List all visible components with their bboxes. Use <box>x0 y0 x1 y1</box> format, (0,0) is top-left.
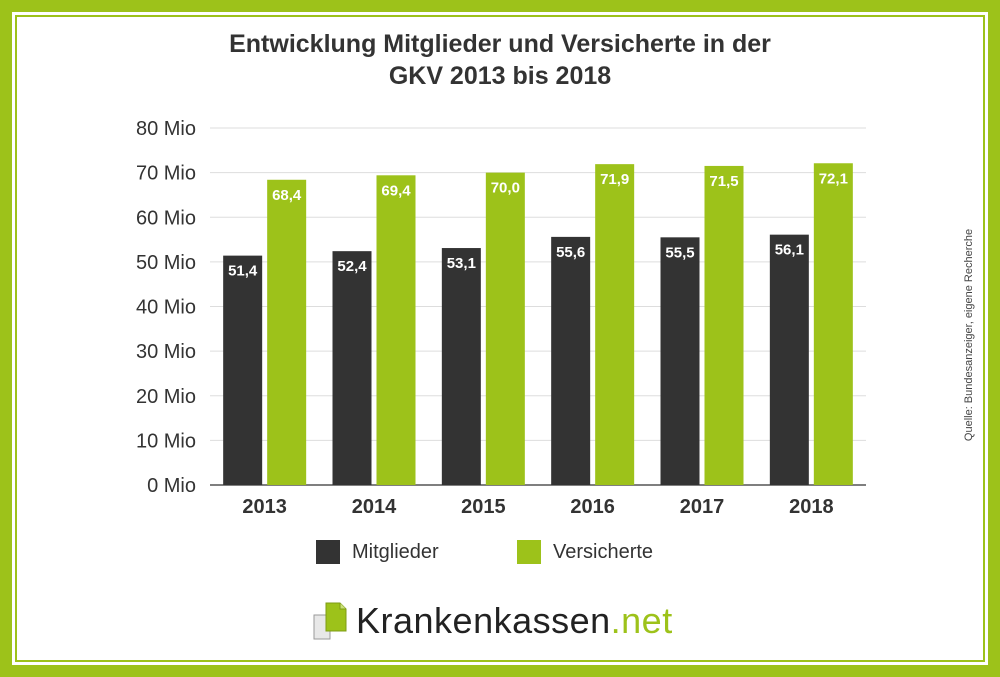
y-tick-label: 70 Mio <box>136 163 196 185</box>
data-label: 52,4 <box>337 258 367 275</box>
data-label: 55,5 <box>665 244 694 261</box>
x-tick-label: 2016 <box>570 496 615 518</box>
bar-versicherte <box>595 164 635 486</box>
data-label: 71,9 <box>600 171 629 188</box>
y-tick-label: 10 Mio <box>136 430 196 452</box>
chart-title-line-2: GKV 2013 bis 2018 <box>388 62 612 90</box>
data-label: 51,4 <box>228 263 258 280</box>
data-label: 53,1 <box>447 255 476 272</box>
brand-name-main: Krankenkassen <box>356 600 611 641</box>
frame-border <box>15 15 985 662</box>
legend-label-versicherte: Versicherte <box>553 540 654 563</box>
bar-versicherte <box>485 172 525 485</box>
legend-swatch-versicherte <box>517 540 541 564</box>
source-note: Quelle: Bundesanzeiger, eigene Recherche <box>963 228 975 442</box>
bar-mitglieder <box>551 236 591 485</box>
bar-mitglieder <box>769 234 809 485</box>
y-tick-label: 80 Mio <box>136 118 196 140</box>
legend-label-mitglieder: Mitglieder <box>352 540 439 563</box>
brand-name: Krankenkassen.net <box>356 600 673 642</box>
x-tick-label: 2014 <box>352 496 397 518</box>
data-label: 71,5 <box>709 173 738 190</box>
bar-mitglieder <box>441 248 481 485</box>
y-tick-label: 20 Mio <box>136 386 196 408</box>
bar-versicherte <box>704 165 744 485</box>
x-tick-label: 2018 <box>789 496 834 518</box>
chart-title: Entwicklung Mitglieder und Versicherte i… <box>0 28 1000 92</box>
data-label: 72,1 <box>819 170 848 187</box>
y-tick-label: 40 Mio <box>136 297 196 319</box>
data-label: 56,1 <box>775 242 804 259</box>
x-tick-label: 2017 <box>680 496 725 518</box>
legend-item-mitglieder: Mitglieder <box>316 540 439 564</box>
y-tick-label: 0 Mio <box>147 475 196 497</box>
data-label: 69,4 <box>381 182 411 199</box>
bar-mitglieder <box>332 251 372 485</box>
chart-title-line-1: Entwicklung Mitglieder und Versicherte i… <box>229 30 771 58</box>
brand-name-suffix: .net <box>610 600 673 641</box>
documents-icon <box>313 602 347 640</box>
data-label: 55,6 <box>556 244 585 261</box>
bar-versicherte <box>376 175 416 486</box>
legend-item-versicherte: Versicherte <box>517 540 653 564</box>
x-tick-label: 2015 <box>461 496 506 518</box>
y-tick-label: 60 Mio <box>136 207 196 229</box>
bar-mitglieder <box>660 237 700 485</box>
y-tick-label: 30 Mio <box>136 341 196 363</box>
bar-versicherte <box>813 163 853 485</box>
data-label: 70,0 <box>491 180 520 197</box>
x-tick-label: 2013 <box>242 496 287 518</box>
data-label: 68,4 <box>272 187 302 204</box>
brand-logo: Krankenkassen.net <box>312 600 673 642</box>
legend: Mitglieder Versicherte <box>0 540 1000 570</box>
legend-swatch-mitglieder <box>316 540 340 564</box>
bar-mitglieder <box>223 255 263 485</box>
y-tick-label: 50 Mio <box>136 252 196 274</box>
bar-versicherte <box>267 179 307 485</box>
